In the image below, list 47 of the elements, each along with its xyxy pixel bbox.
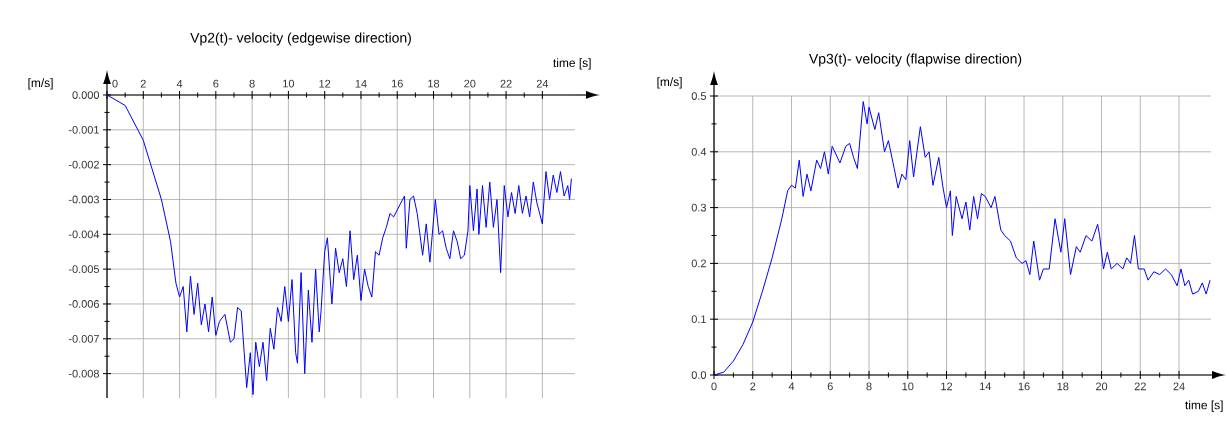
y-tick-label: -0.008 xyxy=(68,369,99,378)
x-tick-label: 22 xyxy=(500,79,512,88)
x-tick-label: 8 xyxy=(249,79,255,88)
x-tick-label: 20 xyxy=(464,79,476,88)
x-tick-label: 18 xyxy=(1057,382,1069,391)
y-tick-label: 0.000 xyxy=(72,91,100,99)
x-tick-label: 0 xyxy=(711,382,717,391)
x-tick-label: 18 xyxy=(428,79,440,88)
y-tick-label: 0.1 xyxy=(691,315,706,324)
x-tick-label: 24 xyxy=(1173,382,1185,391)
y-axis-title: [m/s] xyxy=(657,77,682,89)
x-tick-label: 4 xyxy=(176,79,183,88)
x-tick-label: 2 xyxy=(140,79,146,88)
x-tick-label: 6 xyxy=(827,382,833,391)
x-tick-label: 0 xyxy=(112,79,118,88)
x-tick-label: 14 xyxy=(980,382,992,391)
y-tick-label: -0.006 xyxy=(68,300,99,308)
y-tick-label: -0.007 xyxy=(68,334,99,343)
chart-title: Vp2(t)- velocity (edgewise direction) xyxy=(190,32,411,46)
x-tick-label: 10 xyxy=(902,382,914,391)
x-tick-label: 24 xyxy=(536,79,549,88)
x-tick-label: 20 xyxy=(1095,382,1108,391)
x-tick-label: 16 xyxy=(1018,382,1030,391)
y-tick-label: 0.3 xyxy=(691,203,706,212)
x-axis-title: time [s] xyxy=(1185,400,1223,412)
x-tick-label: 14 xyxy=(355,79,367,88)
y-tick-label: -0.004 xyxy=(68,230,100,239)
y-axis-title: [m/s] xyxy=(28,78,53,90)
x-tick-label: 2 xyxy=(750,382,756,391)
y-tick-label: 0.0 xyxy=(691,371,707,379)
x-tick-label: 10 xyxy=(283,79,295,88)
y-tick-label: -0.003 xyxy=(68,195,99,204)
x-tick-label: 6 xyxy=(213,79,219,88)
x-tick-label: 12 xyxy=(941,382,953,391)
y-tick-label: -0.001 xyxy=(68,125,99,134)
x-tick-label: 4 xyxy=(788,382,795,391)
y-tick-label: -0.002 xyxy=(68,160,99,169)
x-axis-title: time [s] xyxy=(553,58,591,70)
x-tick-label: 22 xyxy=(1134,382,1146,391)
chart-title: Vp3(t)- velocity (flapwise direction) xyxy=(808,53,1022,67)
y-tick-label: 0.4 xyxy=(691,147,707,156)
x-tick-label: 12 xyxy=(319,79,331,88)
x-tick-label: 8 xyxy=(866,382,872,391)
y-tick-label: 0.2 xyxy=(691,259,706,268)
y-tick-label: -0.005 xyxy=(68,265,100,274)
x-tick-label: 16 xyxy=(391,79,403,88)
y-tick-label: 0.5 xyxy=(691,92,707,100)
